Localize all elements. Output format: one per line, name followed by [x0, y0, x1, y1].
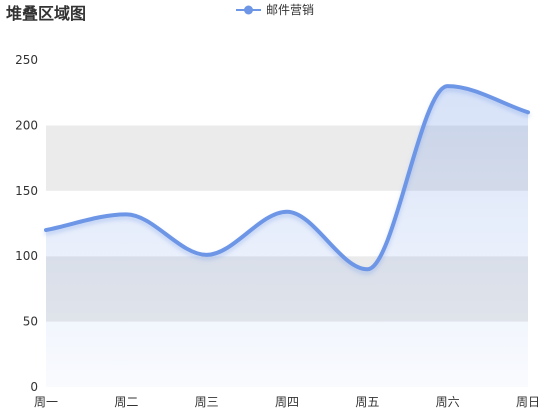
x-tick-label: 周二 — [114, 395, 138, 409]
legend-line-dot-icon — [236, 5, 261, 15]
data-point[interactable] — [362, 264, 372, 274]
y-tick-label: 150 — [15, 184, 38, 198]
x-tick-label: 周日 — [516, 395, 540, 409]
y-tick-label: 200 — [15, 118, 38, 132]
x-tick-label: 周五 — [355, 395, 379, 409]
data-point[interactable] — [282, 207, 292, 217]
data-point[interactable] — [41, 225, 51, 235]
legend-label: 邮件营销 — [266, 3, 315, 17]
y-tick-label: 0 — [30, 380, 38, 394]
chart-title: 堆叠区域图 — [6, 4, 87, 23]
data-point[interactable] — [523, 107, 533, 117]
series-area-email-marketing — [46, 86, 528, 387]
legend-item-email-marketing[interactable]: 邮件营销 — [236, 3, 314, 17]
data-point[interactable] — [121, 209, 131, 219]
y-tick-label: 250 — [15, 53, 38, 67]
y-tick-label: 50 — [23, 315, 38, 329]
x-tick-label: 周六 — [436, 395, 460, 409]
x-tick-label: 周四 — [275, 395, 299, 409]
x-tick-label: 周一 — [34, 395, 58, 409]
series-line-email-marketing[interactable] — [44, 84, 530, 272]
data-point[interactable] — [202, 250, 212, 260]
x-tick-label: 周三 — [195, 395, 219, 409]
data-point[interactable] — [443, 81, 453, 91]
y-tick-label: 100 — [15, 249, 38, 263]
